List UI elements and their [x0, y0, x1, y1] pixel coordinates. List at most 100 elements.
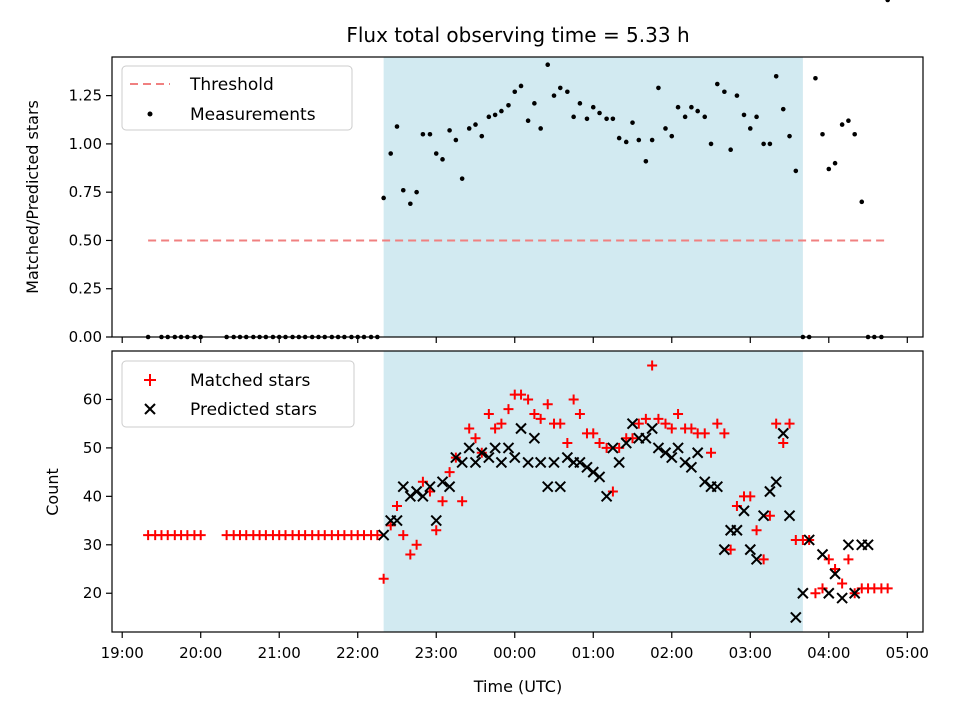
matched-star-marker	[568, 394, 579, 405]
measurement-point	[767, 141, 773, 147]
predicted-star-marker	[744, 543, 756, 556]
bottom-legend-box	[121, 360, 355, 428]
predicted-star-marker	[476, 447, 488, 459]
measurement-point	[565, 89, 570, 95]
measurement-point	[826, 166, 832, 172]
predicted-star-marker	[672, 442, 684, 454]
measurement-point	[715, 81, 720, 87]
predicted-star-marker	[600, 490, 613, 503]
predicted-star-marker	[626, 417, 639, 430]
y-tick-label: 20	[83, 584, 102, 602]
measurement-point	[793, 168, 799, 174]
x-tick-label: 19:00	[101, 644, 144, 662]
measurement-point	[453, 137, 459, 143]
predicted-star-marker	[528, 432, 541, 444]
measurement-point	[571, 114, 576, 120]
predicted-star-marker	[848, 587, 861, 599]
predicted-star-marker	[509, 451, 521, 464]
x-tick-label: 21:00	[258, 644, 301, 662]
measurement-point	[459, 176, 465, 181]
y-tick-label: 50	[83, 439, 102, 457]
top-x-ticks	[121, 337, 908, 343]
measurement-point	[400, 187, 406, 193]
measurement-point	[499, 108, 504, 114]
top-legend: Threshold Measurements	[121, 65, 353, 131]
matched-star-markers	[143, 360, 893, 599]
measurement-point	[663, 126, 668, 131]
measurement-point	[728, 147, 733, 152]
y-tick-label: 40	[83, 487, 102, 505]
predicted-star-marker	[463, 442, 475, 454]
matched-star-marker	[640, 413, 651, 424]
y-tick-label: 0.00	[69, 328, 102, 346]
predicted-star-marker	[593, 471, 606, 483]
predicted-star-marker	[502, 442, 515, 454]
matched-star-marker	[601, 442, 612, 453]
matched-star-marker	[712, 418, 723, 429]
measurement-point	[747, 126, 753, 131]
predicted-star-marker	[797, 587, 809, 599]
x-tick-label: 05:00	[886, 644, 929, 662]
matched-star-marker	[817, 583, 828, 594]
matched-star-marker	[372, 530, 383, 541]
predicted-star-marker	[750, 553, 763, 566]
matched-star-marker	[778, 438, 789, 449]
matched-star-marker	[673, 408, 684, 419]
measurement-point	[466, 126, 472, 131]
measurement-point	[512, 89, 518, 95]
predicted-star-marker	[391, 514, 403, 527]
matched-star-marker	[483, 408, 494, 419]
measurement-point	[506, 102, 511, 108]
measurement-point	[649, 137, 655, 143]
predicted-star-marker	[646, 422, 658, 435]
y-tick-label: 1.25	[69, 87, 102, 105]
predicted-star-marker	[816, 548, 829, 561]
matched-star-marker	[378, 573, 389, 584]
measurement-point	[584, 116, 590, 122]
measurement-point	[538, 126, 543, 131]
measurement-point	[682, 114, 688, 120]
matched-star-marker	[444, 467, 455, 478]
measurement-point	[689, 104, 694, 110]
matched-star-marker	[437, 496, 448, 507]
matched-star-marker	[882, 583, 893, 594]
predicted-star-marker	[836, 592, 848, 604]
measurements-legend-label: Measurements	[190, 105, 316, 125]
matched-star-marker	[837, 578, 848, 589]
bottom-y-axis-label: Count	[43, 468, 62, 516]
measurement-point	[773, 74, 779, 79]
predicted-star-marker	[711, 480, 724, 493]
measurement-point	[557, 85, 563, 91]
matched-star-marker	[607, 486, 618, 497]
x-tick-label: 20:00	[179, 644, 222, 662]
predicted-star-marker	[699, 476, 711, 488]
matched-star-marker	[771, 418, 782, 429]
matched-star-marker	[647, 360, 658, 371]
matched-star-marker	[503, 404, 514, 415]
predicted-star-marker	[731, 524, 743, 536]
matched-star-marker	[385, 520, 396, 531]
matched-star-marker	[633, 418, 644, 429]
measurement-point	[551, 93, 557, 98]
predicted-star-marker	[718, 543, 731, 556]
matched-star-marker	[686, 423, 697, 434]
measurement-point	[813, 75, 818, 81]
measurement-point	[623, 139, 629, 145]
predicted-star-markers	[377, 417, 874, 624]
predicted-star-marker	[574, 456, 586, 469]
measurement-point	[532, 101, 537, 106]
chart-title: Flux total observing time = 5.33 h	[346, 23, 689, 47]
threshold-legend-label: Threshold	[189, 75, 274, 95]
predicted-star-marker	[489, 442, 501, 454]
measurement-point	[761, 141, 766, 147]
predicted-star-marker	[515, 422, 527, 435]
matched-star-marker	[764, 510, 775, 521]
predicted-star-marker	[495, 456, 508, 469]
matched-star-marker	[574, 408, 585, 419]
measurement-point	[447, 128, 452, 133]
bottom-x-ticks: 19:00 20:00 21:00 22:00 23:00 00:00 01:00 02:00…	[101, 632, 929, 662]
predicted-star-marker	[842, 539, 855, 551]
matched-star-marker	[431, 525, 442, 536]
predicted-star-marker	[377, 529, 390, 541]
predicted-star-marker	[757, 510, 770, 522]
